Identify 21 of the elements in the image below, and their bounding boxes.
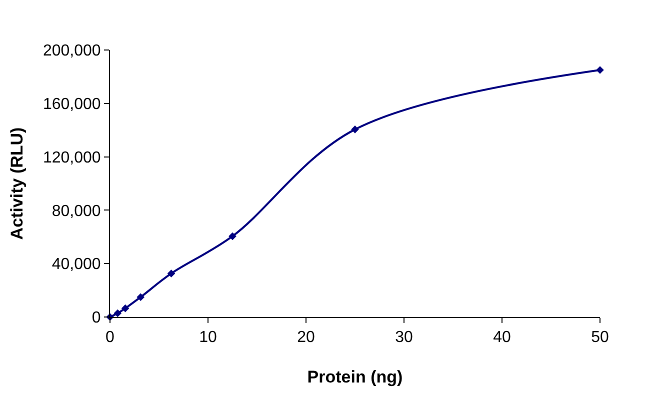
y-tick-label: 40,000 (52, 256, 101, 274)
x-tick-label: 0 (106, 329, 115, 346)
y-tick-label: 0 (92, 310, 101, 327)
x-axis-title: Protein (ng) (307, 368, 403, 387)
x-tick-label: 10 (199, 329, 217, 346)
y-tick-label: 200,000 (42, 42, 101, 60)
point (167, 270, 176, 278)
x-tick-label: 40 (493, 329, 511, 346)
x-tick-label: 50 (591, 329, 609, 346)
x-tick-label: 20 (297, 329, 315, 346)
point (351, 126, 359, 134)
point (596, 66, 604, 74)
point (121, 304, 130, 312)
y-axis-title: Activity (RLU) (8, 127, 27, 240)
point (136, 293, 145, 302)
y-tick-label: 160,000 (42, 96, 101, 113)
x-tick-label: 30 (395, 329, 413, 346)
point (114, 309, 122, 318)
y-tick-label: 120,000 (42, 149, 101, 166)
y-tick-label: 80,000 (52, 202, 101, 220)
point (228, 232, 236, 240)
